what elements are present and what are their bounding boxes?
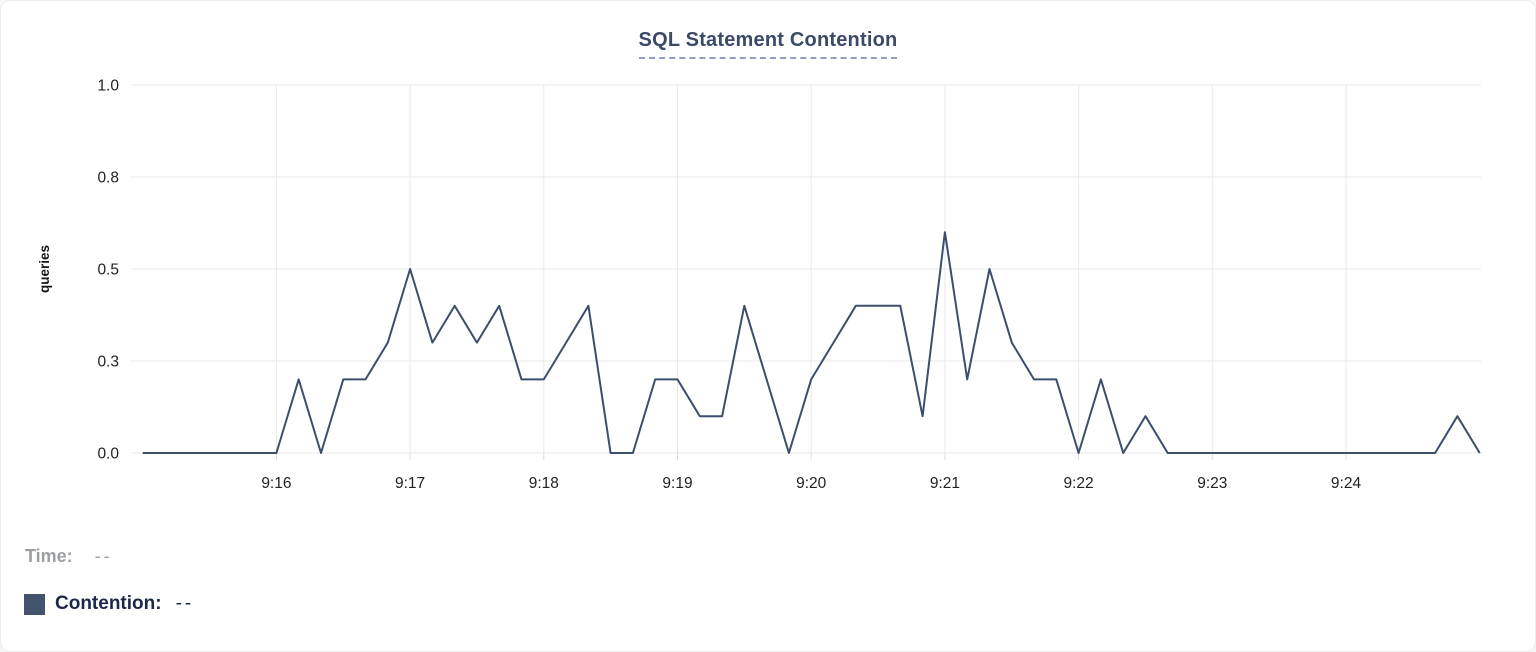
x-tick-label: 9:18	[529, 475, 559, 492]
time-label: Time:	[25, 546, 73, 566]
chart-title-wrap: SQL Statement Contention	[1, 29, 1535, 59]
chart-title: SQL Statement Contention	[638, 29, 898, 59]
legend-contention-row: Contention: --	[24, 593, 194, 615]
y-tick-label: 0.3	[97, 354, 119, 371]
x-tick-label: 9:24	[1331, 475, 1362, 492]
x-tick-label: 9:16	[261, 475, 291, 492]
y-tick-label: 0.0	[97, 446, 119, 463]
contention-series-swatch	[24, 593, 45, 615]
x-tick-label: 9:17	[395, 475, 425, 492]
time-value: --	[94, 546, 113, 566]
tooltip-time-row: Time: --	[25, 546, 113, 567]
x-tick-label: 9:22	[1064, 475, 1094, 492]
series-line-contention	[142, 231, 1481, 454]
x-tick-label: 9:19	[662, 475, 692, 492]
y-tick-label: 0.5	[97, 262, 119, 279]
y-tick-label: 0.8	[97, 170, 119, 187]
contention-chart: 0.0 0.3 0.5 0.8 1.0 9:16 9:17 9:18 9:19 9:20 9:21 9…	[37, 78, 1481, 492]
x-tick-label: 9:20	[796, 475, 827, 492]
y-tick-label: 1.0	[97, 78, 119, 95]
chart-hover-area[interactable]	[131, 85, 1481, 453]
x-tick-label: 9:21	[930, 475, 960, 492]
x-tick-label: 9:23	[1197, 475, 1227, 492]
contention-label: Contention:	[55, 593, 162, 614]
contention-value: --	[175, 593, 195, 614]
y-axis-title: queries	[37, 245, 52, 293]
